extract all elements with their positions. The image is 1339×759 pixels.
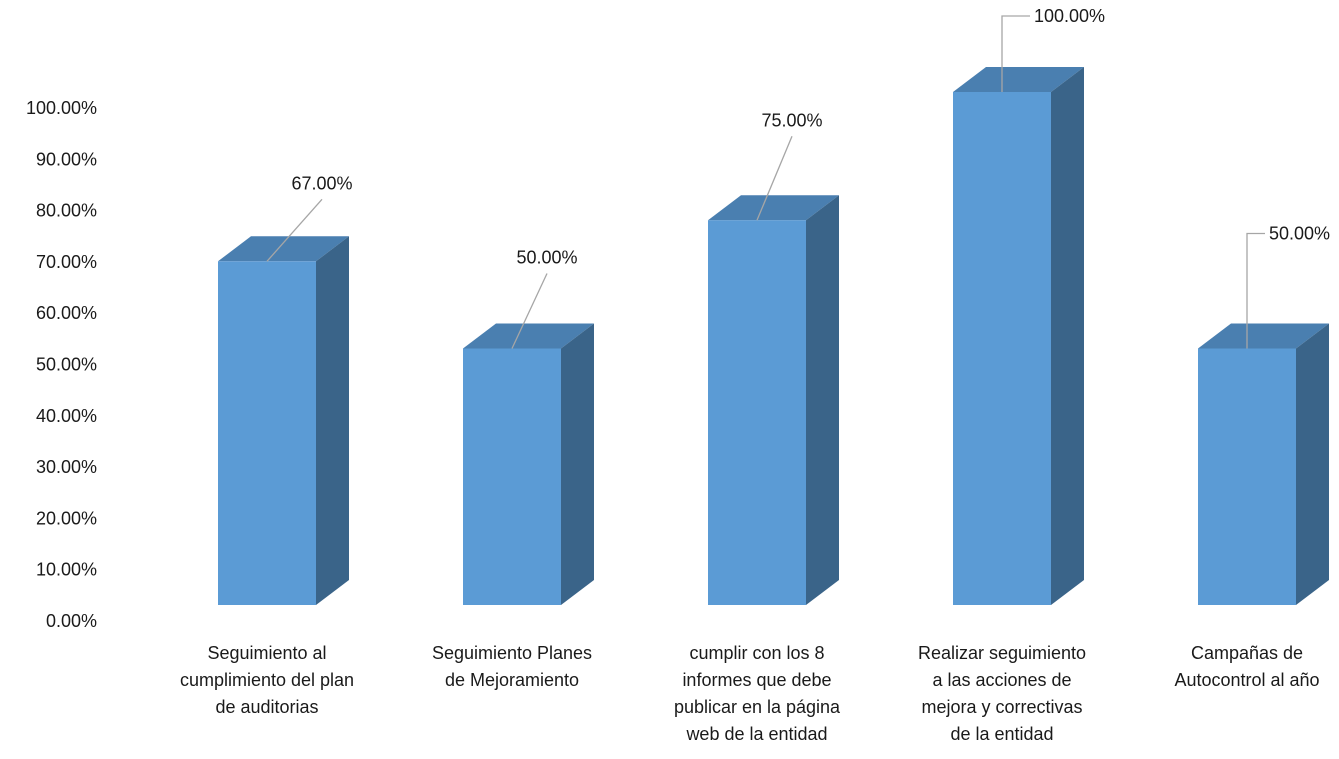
bar-group <box>1198 323 1329 605</box>
bar-side <box>561 323 594 605</box>
y-axis: 0.00% 10.00% 20.00% 30.00% 40.00% 50.00% 60.00… <box>26 98 97 631</box>
y-tick-label: 60.00% <box>36 303 97 323</box>
x-tick-label: cumplir con los 8 informes que debe publ… <box>673 643 841 744</box>
bar-side <box>1296 323 1329 605</box>
bar-group <box>463 323 594 605</box>
bar <box>1198 348 1296 605</box>
data-label: 75.00% <box>761 110 822 130</box>
bar-top <box>463 323 594 349</box>
y-tick-label: 20.00% <box>36 508 97 528</box>
bar-group <box>953 67 1084 605</box>
bar-top <box>1198 323 1329 349</box>
y-tick-label: 70.00% <box>36 252 97 272</box>
y-tick-label: 90.00% <box>36 149 97 169</box>
y-tick-label: 80.00% <box>36 201 97 221</box>
y-tick-label: 50.00% <box>36 355 97 375</box>
x-tick-label: Seguimiento Planes de Mejoramiento <box>431 643 593 690</box>
y-tick-label: 30.00% <box>36 457 97 477</box>
bar-side <box>806 195 839 605</box>
y-tick-label: 10.00% <box>36 560 97 580</box>
bars <box>218 67 1329 606</box>
bar <box>218 261 316 605</box>
bar-group <box>218 236 349 606</box>
y-tick-label: 100.00% <box>26 98 97 118</box>
bar-top <box>708 195 839 221</box>
data-labels: 67.00% 50.00% 75.00% 100.00% 50.00% <box>266 6 1330 349</box>
bar-group <box>708 195 839 605</box>
y-tick-label: 40.00% <box>36 406 97 426</box>
bar-side <box>316 236 349 606</box>
data-label-leader <box>1246 232 1265 349</box>
bar-top <box>218 236 349 262</box>
y-tick-label: 0.00% <box>46 611 97 631</box>
data-label: 50.00% <box>1269 224 1330 244</box>
bar-side <box>1051 67 1084 605</box>
data-label: 67.00% <box>291 173 352 193</box>
bar-top <box>953 67 1084 92</box>
data-label-leader <box>756 136 793 221</box>
data-label: 50.00% <box>516 248 577 268</box>
data-label: 100.00% <box>1034 6 1105 26</box>
data-label-leader <box>1001 15 1030 92</box>
x-tick-label: Seguimiento al cumplimiento del plan de … <box>179 643 355 717</box>
bar <box>463 348 561 605</box>
data-label-leader <box>511 273 548 349</box>
x-tick-label: Realizar seguimiento a las acciones de m… <box>917 643 1087 744</box>
data-label-leader <box>266 198 323 262</box>
bar <box>953 92 1051 605</box>
x-tick-label: Campañas de Autocontrol al año <box>1174 643 1320 690</box>
bar <box>708 220 806 605</box>
